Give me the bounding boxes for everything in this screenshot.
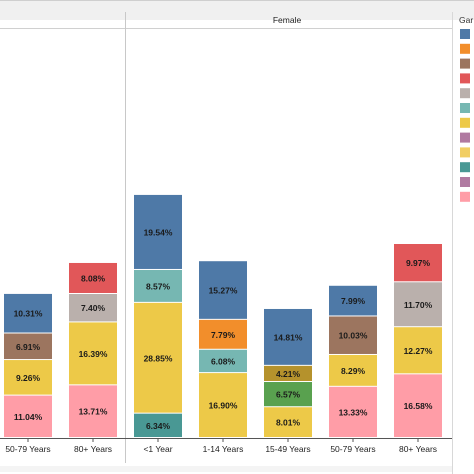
bar-segment[interactable]: [264, 365, 312, 382]
bar-segment[interactable]: [134, 194, 182, 269]
bar-segment[interactable]: [69, 385, 117, 437]
bars-layer: 11.04% 9.26% 6.91% 10.31% 13.71% 16.39% 7.40% 8…: [4, 194, 442, 437]
x-tick-label: 50-79 Years: [5, 444, 50, 454]
segment-value-label: 15.27%: [209, 286, 238, 296]
header-band: [0, 0, 474, 20]
bar-segment[interactable]: [329, 285, 377, 316]
legend-swatch[interactable]: [460, 117, 470, 128]
bar-segment[interactable]: [4, 360, 52, 395]
facet-label-female: Female: [273, 15, 302, 25]
segment-value-label: 9.97%: [406, 258, 431, 268]
bar-80-years[interactable]: 13.71% 16.39% 7.40% 8.08%: [69, 262, 117, 437]
legend: [460, 29, 470, 202]
segment-value-label: 16.39%: [79, 349, 108, 359]
segment-value-label: 6.57%: [276, 390, 301, 400]
segment-value-label: 7.40%: [81, 303, 106, 313]
x-tick-label: 80+ Years: [74, 444, 112, 454]
segment-value-label: 9.26%: [16, 373, 41, 383]
segment-value-label: 6.34%: [146, 421, 171, 431]
bar-segment[interactable]: [329, 354, 377, 386]
bar-segment[interactable]: [199, 319, 247, 349]
x-tick-label: <1 Year: [143, 444, 172, 454]
segment-value-label: 13.71%: [79, 407, 108, 417]
segment-value-label: 10.03%: [339, 331, 368, 341]
bar-segment[interactable]: [4, 293, 52, 333]
bar-segment[interactable]: [69, 262, 117, 293]
bar-segment[interactable]: [329, 386, 377, 437]
bar-segment[interactable]: [199, 349, 247, 373]
x-tick-label: 80+ Years: [399, 444, 437, 454]
bar-female-1-year[interactable]: 6.34% 28.85% 8.57% 19.54%: [134, 194, 182, 437]
x-tick-label: 15-49 Years: [265, 444, 310, 454]
legend-title: Gar: [459, 15, 473, 25]
bar-50-79-years[interactable]: 11.04% 9.26% 6.91% 10.31%: [4, 293, 52, 437]
bar-segment[interactable]: [329, 316, 377, 354]
bar-segment[interactable]: [394, 374, 442, 437]
segment-value-label: 13.33%: [339, 407, 368, 417]
segment-value-label: 8.01%: [276, 418, 301, 428]
segment-value-label: 8.29%: [341, 366, 366, 376]
segment-value-label: 6.08%: [211, 356, 236, 366]
bar-female-50-79-years[interactable]: 13.33% 8.29% 10.03% 7.99%: [329, 285, 377, 437]
segment-value-label: 16.58%: [404, 401, 433, 411]
legend-swatch[interactable]: [460, 73, 470, 84]
legend-swatch[interactable]: [460, 162, 470, 173]
bar-female-1-14-years[interactable]: 16.90% 6.08% 7.79% 15.27%: [199, 261, 247, 437]
bar-segment[interactable]: [394, 244, 442, 282]
segment-value-label: 7.79%: [211, 330, 236, 340]
segment-value-label: 10.31%: [14, 309, 43, 319]
segment-value-label: 16.90%: [209, 401, 238, 411]
legend-swatch[interactable]: [460, 132, 470, 143]
bar-segment[interactable]: [134, 269, 182, 302]
bar-female-15-49-years[interactable]: 8.01% 6.57% 4.21% 14.81%: [264, 308, 312, 437]
bar-segment[interactable]: [4, 333, 52, 360]
bar-segment[interactable]: [264, 407, 312, 437]
legend-swatch[interactable]: [460, 29, 470, 39]
legend-swatch[interactable]: [460, 177, 470, 187]
bar-segment[interactable]: [134, 302, 182, 413]
segment-value-label: 12.27%: [404, 346, 433, 356]
bar-segment[interactable]: [264, 308, 312, 365]
segment-value-label: 11.70%: [404, 300, 433, 310]
segment-value-label: 11.04%: [14, 412, 43, 422]
x-tick-labels: 50-79 Years 80+ Years <1 Year 1-14 Years 15-…: [5, 438, 437, 454]
segment-value-label: 14.81%: [274, 332, 303, 342]
legend-swatch[interactable]: [460, 147, 470, 158]
legend-swatch[interactable]: [460, 191, 470, 202]
segment-value-label: 8.08%: [81, 273, 106, 283]
legend-swatch[interactable]: [460, 58, 470, 69]
bar-female-80-years[interactable]: 16.58% 12.27% 11.70% 9.97%: [394, 244, 442, 437]
bar-segment[interactable]: [394, 282, 442, 327]
bar-segment[interactable]: [69, 322, 117, 385]
segment-value-label: 19.54%: [144, 227, 173, 237]
legend-swatch[interactable]: [460, 43, 470, 54]
bar-segment[interactable]: [69, 294, 117, 322]
bar-segment[interactable]: [4, 395, 52, 437]
legend-swatch[interactable]: [460, 103, 470, 113]
segment-value-label: 28.85%: [144, 353, 173, 363]
bar-segment[interactable]: [199, 373, 247, 437]
segment-value-label: 4.21%: [276, 369, 301, 379]
x-tick-label: 1-14 Years: [203, 444, 244, 454]
bar-segment[interactable]: [134, 413, 182, 437]
bar-segment[interactable]: [199, 261, 247, 319]
bar-segment[interactable]: [394, 327, 442, 374]
x-tick-label: 50-79 Years: [330, 444, 375, 454]
bar-segment[interactable]: [264, 382, 312, 407]
segment-value-label: 7.99%: [341, 296, 366, 306]
legend-swatch[interactable]: [460, 88, 470, 99]
segment-value-label: 8.57%: [146, 281, 171, 291]
bottom-scrollbar[interactable]: [0, 466, 452, 472]
segment-value-label: 6.91%: [16, 342, 41, 352]
